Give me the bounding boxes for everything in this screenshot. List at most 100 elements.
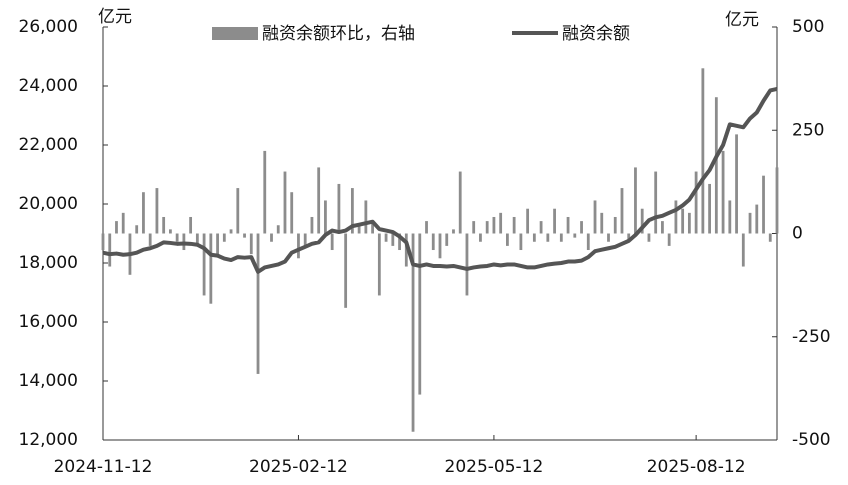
bar [350,188,354,234]
bar [714,97,718,234]
bar [115,221,118,234]
line [102,86,778,274]
bar [512,216,516,234]
bar [108,233,112,267]
y2-unit: 亿元 [725,10,759,30]
bar [249,233,253,255]
y-tick-label: 24,000 [19,76,78,96]
bar [324,200,327,234]
bar [681,208,685,234]
bar [297,233,300,259]
bar [243,233,246,238]
bar [458,171,462,234]
bar [553,208,556,234]
bar [532,233,536,242]
bar [222,233,226,242]
legend-label: 融资余额环比，右轴 [262,24,415,44]
x-tick-label: 2025-05-12 [445,457,544,477]
bar [404,233,408,267]
y2-tick-label: 500 [792,17,824,37]
bar [202,233,206,296]
bar [546,233,550,242]
bar [189,216,193,234]
bar [694,171,698,234]
bar [566,216,570,234]
bar [768,233,772,242]
y2-tick-label: -250 [792,327,831,347]
bar [425,221,428,234]
bar [411,233,415,432]
bar [573,233,577,238]
bar [472,221,476,234]
bar [344,233,348,308]
bar [418,233,422,395]
bar [256,233,260,374]
x-tick-label: 2025-02-12 [249,457,348,477]
bar [384,233,388,242]
bar [741,233,745,267]
x-tick-label: 2024-11-12 [54,457,153,477]
bar [539,221,543,234]
bar [377,233,381,296]
bar [371,221,374,234]
bar [155,188,159,234]
y-tick-label: 14,000 [19,371,78,391]
bar [391,233,395,246]
bar [438,233,442,259]
bar [169,229,172,234]
bar [600,212,604,234]
bar [580,221,583,234]
bar [687,212,691,234]
bar [303,233,307,246]
bar [101,233,105,251]
bar [270,233,273,242]
bar [661,221,664,234]
bar [593,200,597,234]
bar [216,233,219,255]
bar [586,233,590,251]
bar [640,208,644,234]
bar [634,167,637,234]
y-unit: 亿元 [98,7,132,27]
bar [445,233,449,246]
bar [755,204,759,234]
bar [195,233,199,246]
bar [485,221,489,234]
bar [135,225,139,234]
bar [559,233,563,242]
bar [499,212,503,234]
y-tick-label: 22,000 [19,135,78,155]
bar [142,192,145,234]
bar [526,208,530,234]
bar [492,216,496,234]
bar [209,233,213,304]
bar [613,216,617,234]
bar [276,225,280,234]
bar [519,233,523,251]
bar [775,167,779,234]
bar [290,192,294,234]
bar [674,200,678,234]
x-tick-label: 2025-08-12 [647,457,746,477]
y-tick-label: 12,000 [19,430,78,450]
bar [465,233,469,296]
y-tick-label: 26,000 [19,17,78,37]
y-tick-label: 20,000 [19,194,78,214]
bar [236,188,240,234]
bar [647,233,651,242]
bar [357,225,361,234]
bar [479,233,482,242]
bar [175,233,179,242]
bar [431,233,435,251]
legend-label: 融资余额 [562,24,630,44]
bar [229,229,233,234]
y2-tick-label: 0 [792,224,803,244]
bar [735,134,738,234]
bar [654,171,658,234]
bar [728,200,732,234]
bar [162,216,166,234]
legend-swatch [212,27,258,40]
y-tick-label: 18,000 [19,253,78,273]
bar [121,212,125,234]
